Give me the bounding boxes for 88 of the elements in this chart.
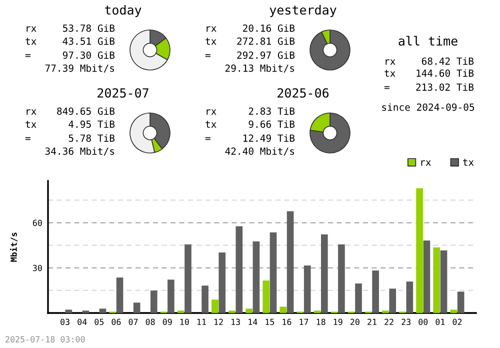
bar: [389, 288, 396, 313]
x-tick-label: 13: [232, 318, 240, 326]
text: 42.40 Mbit/s: [225, 147, 294, 156]
bar: [280, 306, 287, 313]
x-tick-label: 15: [266, 318, 274, 326]
text: 34.36 Mbit/s: [45, 147, 114, 156]
chart-title: 2025-06: [278, 88, 329, 98]
bar: [270, 232, 277, 313]
text: 2025-07-18 03:00: [6, 336, 85, 342]
x-tick-label: 06: [112, 318, 121, 326]
bar: [406, 282, 414, 313]
x-tick-label: 17: [300, 318, 308, 325]
bar: [304, 265, 311, 313]
chart-title: 2025-07: [98, 88, 148, 98]
x-tick-label: 07: [128, 318, 138, 326]
legend-label: rx: [421, 160, 431, 166]
bar: [133, 302, 140, 313]
x-tick-label: 14: [248, 318, 258, 325]
text: = 292.97 GiB: [205, 51, 295, 59]
x-tick-label: 00: [418, 318, 428, 326]
text: rx 53.78 GiB: [26, 24, 115, 32]
x-tick-label: 01: [436, 318, 445, 326]
text: 29.13 Mbit/s: [225, 64, 294, 73]
bar: [218, 252, 226, 313]
bar: [372, 270, 379, 313]
bar: [99, 308, 106, 313]
bar: [416, 188, 423, 313]
x-tick-label: 18: [316, 318, 326, 326]
text: tx 4.95 TiB: [26, 120, 115, 128]
bar: [423, 240, 430, 313]
x-tick-label: 03: [60, 318, 70, 326]
x-tick-label: 12: [214, 318, 223, 325]
bar: [262, 280, 270, 313]
x-tick-label: 16: [282, 318, 292, 326]
bar: [236, 226, 243, 313]
chart-title: today: [104, 4, 142, 18]
text: since 2024-09-05: [382, 103, 474, 111]
bar: [116, 277, 124, 313]
bar: [252, 241, 260, 313]
bar: [321, 234, 328, 313]
x-tick-label: 02: [452, 318, 462, 326]
text: tx 144.60 TiB: [384, 69, 474, 77]
bar: [355, 284, 362, 313]
text: 77.39 Mbit/s: [45, 64, 114, 73]
x-tick-label: 09: [162, 318, 172, 326]
x-tick-label: 04: [78, 318, 87, 326]
x-tick-label: 08: [146, 318, 155, 326]
text: all time: [398, 36, 458, 46]
donut-slice: [310, 30, 350, 70]
text: rx 20.16 GiB: [206, 24, 295, 32]
bar: [212, 300, 218, 313]
x-tick-label: 21: [368, 318, 376, 325]
x-tick-label: 10: [180, 318, 189, 326]
x-tick-label: 19: [334, 318, 342, 326]
text: rx 68.42 TiB: [386, 57, 474, 65]
text: = 97.30 GiB: [25, 51, 115, 59]
text: = 12.49 TiB: [205, 134, 295, 142]
y-tick-label: 60: [32, 220, 42, 226]
bar: [202, 286, 208, 313]
x-tick-label: 23: [402, 318, 410, 326]
bar: [246, 308, 252, 313]
text: = 5.78 TiB: [25, 134, 115, 142]
y-axis-title: Mbit/s: [10, 232, 18, 262]
bar: [286, 211, 294, 313]
donut-slice: [130, 30, 168, 70]
x-tick-label: 22: [384, 318, 394, 325]
bar: [184, 244, 192, 313]
bar: [338, 244, 345, 313]
x-tick-label: 11: [197, 318, 206, 325]
bar: [433, 247, 440, 313]
chart-title: yesterday: [270, 4, 336, 18]
legend-label: tx: [463, 158, 474, 166]
bar: [450, 310, 458, 313]
text: rx 2.83 TiB: [206, 107, 295, 115]
donut-slice: [310, 112, 350, 154]
text: tx 272.81 GiB: [206, 37, 295, 45]
bar: [440, 250, 448, 313]
text: rx 849.65 GiB: [26, 107, 115, 115]
x-tick-label: 20: [350, 318, 360, 326]
bar: [457, 292, 464, 313]
bar: [150, 290, 158, 313]
text: = 213.02 TiB: [384, 83, 474, 91]
bar: [168, 280, 174, 313]
bar: [65, 310, 72, 313]
y-tick-label: 30: [32, 264, 42, 272]
x-tick-label: 05: [94, 318, 104, 326]
text: tx 43.51 GiB: [26, 37, 115, 45]
text: tx 9.66 TiB: [206, 120, 295, 128]
